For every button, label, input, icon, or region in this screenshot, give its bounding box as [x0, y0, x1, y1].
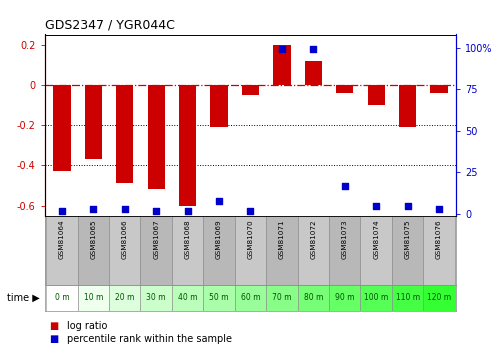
Text: 20 m: 20 m: [115, 293, 134, 302]
Point: [341, 183, 349, 188]
Point: [435, 206, 443, 211]
Text: GSM81071: GSM81071: [279, 219, 285, 259]
Bar: [329, 285, 361, 310]
Text: GSM81070: GSM81070: [248, 219, 253, 259]
Text: ■: ■: [50, 321, 59, 331]
Bar: [172, 285, 203, 310]
Text: GSM81072: GSM81072: [310, 219, 316, 259]
Text: GSM81069: GSM81069: [216, 219, 222, 259]
Text: 30 m: 30 m: [146, 293, 166, 302]
Bar: [399, 85, 416, 127]
Bar: [203, 216, 235, 285]
Text: GSM81068: GSM81068: [185, 219, 190, 259]
Text: 80 m: 80 m: [304, 293, 323, 302]
Point: [152, 208, 160, 213]
Bar: [298, 285, 329, 310]
Point: [121, 206, 129, 211]
Bar: [140, 285, 172, 310]
Text: 90 m: 90 m: [335, 293, 355, 302]
Text: 70 m: 70 m: [272, 293, 292, 302]
Text: GSM81074: GSM81074: [373, 219, 379, 259]
Bar: [109, 285, 140, 310]
Bar: [329, 216, 361, 285]
Bar: [147, 85, 165, 189]
Text: GSM81076: GSM81076: [436, 219, 442, 259]
Bar: [266, 216, 298, 285]
Text: GSM81073: GSM81073: [342, 219, 348, 259]
Text: GDS2347 / YGR044C: GDS2347 / YGR044C: [45, 19, 175, 32]
Point: [372, 203, 380, 208]
Text: GSM81067: GSM81067: [153, 219, 159, 259]
Bar: [46, 285, 78, 310]
Text: log ratio: log ratio: [67, 321, 107, 331]
Text: time ▶: time ▶: [7, 293, 40, 303]
Bar: [140, 216, 172, 285]
Bar: [109, 216, 140, 285]
Text: 120 m: 120 m: [427, 293, 451, 302]
Bar: [368, 85, 385, 105]
Bar: [172, 216, 203, 285]
Bar: [298, 216, 329, 285]
Text: GSM81066: GSM81066: [122, 219, 128, 259]
Bar: [203, 285, 235, 310]
Bar: [179, 85, 196, 206]
Text: GSM81065: GSM81065: [90, 219, 96, 259]
Bar: [235, 216, 266, 285]
Bar: [78, 216, 109, 285]
Point: [310, 47, 317, 52]
Point: [184, 208, 191, 213]
Point: [215, 198, 223, 203]
Text: GSM81064: GSM81064: [59, 219, 65, 259]
Point: [58, 208, 66, 213]
Bar: [266, 285, 298, 310]
Bar: [431, 85, 448, 93]
Bar: [235, 285, 266, 310]
Text: 50 m: 50 m: [209, 293, 229, 302]
Point: [89, 206, 97, 211]
Bar: [78, 285, 109, 310]
Text: 10 m: 10 m: [84, 293, 103, 302]
Point: [404, 203, 412, 208]
Bar: [210, 85, 228, 127]
Text: ■: ■: [50, 334, 59, 344]
Bar: [85, 85, 102, 159]
Bar: [423, 216, 455, 285]
Bar: [423, 285, 455, 310]
Bar: [336, 85, 353, 93]
Text: 40 m: 40 m: [178, 293, 197, 302]
Text: GSM81075: GSM81075: [405, 219, 411, 259]
Bar: [392, 216, 423, 285]
Point: [278, 47, 286, 52]
Bar: [53, 85, 70, 171]
Bar: [46, 216, 78, 285]
Bar: [242, 85, 259, 95]
Text: 110 m: 110 m: [395, 293, 420, 302]
Bar: [361, 285, 392, 310]
Point: [247, 208, 254, 213]
Bar: [361, 216, 392, 285]
Bar: [305, 61, 322, 85]
Bar: [273, 45, 291, 85]
Text: 60 m: 60 m: [241, 293, 260, 302]
Text: 0 m: 0 m: [55, 293, 69, 302]
Text: 100 m: 100 m: [364, 293, 388, 302]
Text: percentile rank within the sample: percentile rank within the sample: [67, 334, 232, 344]
Bar: [392, 285, 423, 310]
Bar: [116, 85, 133, 184]
